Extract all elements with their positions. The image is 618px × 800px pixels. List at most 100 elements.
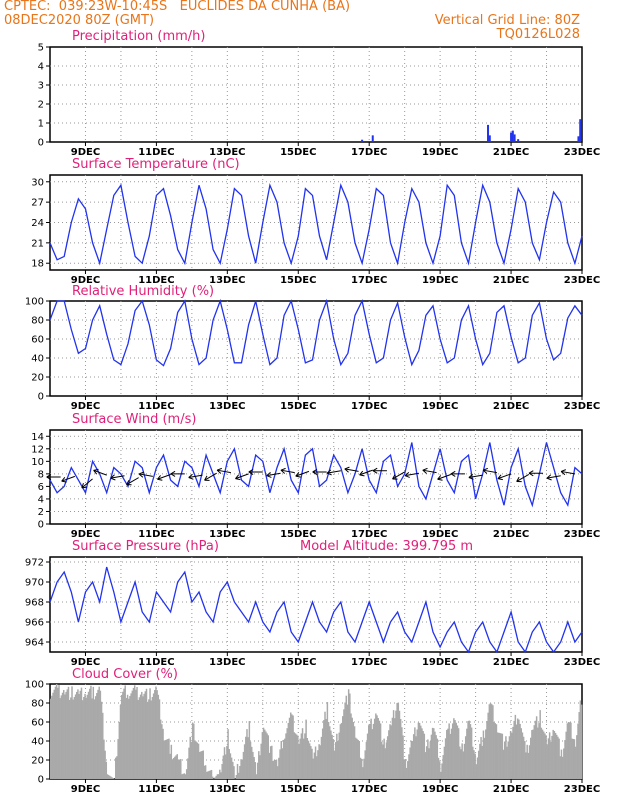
cloud-bar [511, 732, 513, 779]
cloud-bar [577, 723, 579, 779]
wind-arrow-shaft [157, 474, 171, 480]
wind-arrow-shaft [126, 477, 139, 486]
cloud-bar [580, 704, 583, 779]
cloud-bar [409, 747, 411, 779]
cloud-bar [79, 690, 82, 779]
wind-arrow-head [61, 476, 66, 482]
pres-xtick-label: 19DEC [422, 657, 458, 668]
cloud-bar [456, 725, 459, 779]
wind-arrow-head [312, 468, 318, 473]
cloud-bar [246, 729, 248, 779]
wind-arrow-head [235, 474, 239, 479]
rh-xtick-label: 9DEC [71, 401, 100, 412]
cloud-bar [135, 689, 137, 779]
cloud-bar [210, 769, 213, 779]
cloud-bar [404, 759, 407, 779]
pres-ytick-label: 964 [25, 638, 44, 649]
cloud-bar [356, 738, 358, 779]
cloud-bar [184, 774, 187, 779]
precip-xtick-label: 21DEC [493, 147, 529, 158]
wind-wind-arrow [359, 469, 373, 477]
cloud-bar [542, 731, 545, 779]
cloud-bar [434, 731, 436, 779]
cloud-bar [565, 731, 567, 779]
cloud-bar [568, 722, 571, 779]
cloud-bar [345, 695, 348, 779]
cloud-bar [347, 689, 350, 779]
precip-ytick-label: 4 [38, 62, 44, 73]
wind-arrow-head [170, 473, 176, 477]
cloud-ytick-label: 100 [25, 680, 44, 691]
cloud-bar [302, 738, 305, 779]
cloud-bar [500, 733, 502, 779]
cloud-bar [441, 763, 443, 779]
precip-xtick-label: 13DEC [209, 147, 245, 158]
precip-ytick-label: 0 [38, 138, 44, 149]
cloud-bar [188, 747, 190, 779]
precip-ytick-label: 1 [38, 119, 44, 130]
wind-arrow-head [326, 469, 332, 474]
wind-wind-arrow [204, 472, 217, 481]
wind-arrow-head [450, 473, 456, 477]
wind-arrow-head [326, 472, 332, 476]
cloud-bar [107, 775, 110, 779]
cloud-bar [99, 690, 102, 779]
wind-arrow-head [46, 473, 52, 478]
cloud-bar [201, 750, 203, 779]
wind-arrow-head [93, 470, 98, 475]
cloud-bar [129, 696, 131, 779]
cloud-bar [93, 699, 96, 779]
cloud-bar [73, 696, 76, 779]
wind-wind-arrow [326, 469, 341, 476]
cloud-bar [281, 748, 284, 779]
wind-arrow-shaft [561, 470, 575, 475]
cloud-bar [250, 746, 253, 779]
cloud-bar [533, 725, 536, 779]
cloud-bar [307, 740, 310, 779]
cloud-bar [381, 741, 383, 779]
cloud-bar [470, 727, 473, 779]
temp-xtick-label: 23DEC [564, 275, 600, 286]
temp-xtick-label: 13DEC [209, 275, 245, 286]
cloud-bar [67, 686, 70, 779]
cloud-bar [106, 774, 109, 779]
cloud-xtick-label: 19DEC [422, 784, 458, 795]
cloud-bar [420, 725, 422, 779]
cloud-bar [480, 737, 482, 779]
cloud-bar [233, 766, 235, 779]
cloud-bar [105, 761, 108, 779]
cloud-bar [172, 757, 175, 779]
cloud-bar [288, 717, 291, 779]
cloud-bar [391, 717, 394, 779]
rh-xtick-label: 11DEC [138, 401, 174, 412]
cloud-bar [279, 749, 281, 779]
wind-arrow-head [216, 467, 222, 471]
cloud-bar [521, 732, 524, 779]
cloud-bar [102, 712, 104, 779]
precip-xtick-label: 11DEC [138, 147, 174, 158]
cloud-xtick-label: 13DEC [209, 784, 245, 795]
cloud-bar [202, 750, 204, 779]
cloud-bar [273, 760, 275, 779]
cloud-bar [128, 698, 130, 779]
wind-wind-arrow [295, 470, 310, 478]
precip-ytick-label: 3 [38, 81, 44, 92]
wind-arrow-head [372, 470, 378, 474]
wind-wind-arrow [138, 471, 153, 478]
cloud-bar [252, 751, 254, 779]
cloud-bar [161, 724, 163, 779]
cloud-bar [377, 718, 379, 779]
cloud-bar [133, 685, 136, 779]
precip-title: Precipitation (mm/h) [72, 29, 205, 44]
cloud-bar [316, 756, 318, 779]
wind-wind-arrow [422, 467, 437, 474]
wind-arrow-shaft [110, 475, 125, 479]
cloud-bar [125, 697, 128, 779]
cloud-bar [158, 699, 161, 779]
wind-arrow-shaft [295, 470, 310, 477]
cloud-bar [243, 744, 246, 779]
cloud-bar [412, 734, 415, 779]
wind-arrow-shaft [483, 469, 497, 474]
wind-arrow-shaft [204, 472, 217, 481]
wind-arrow-head [295, 471, 300, 477]
